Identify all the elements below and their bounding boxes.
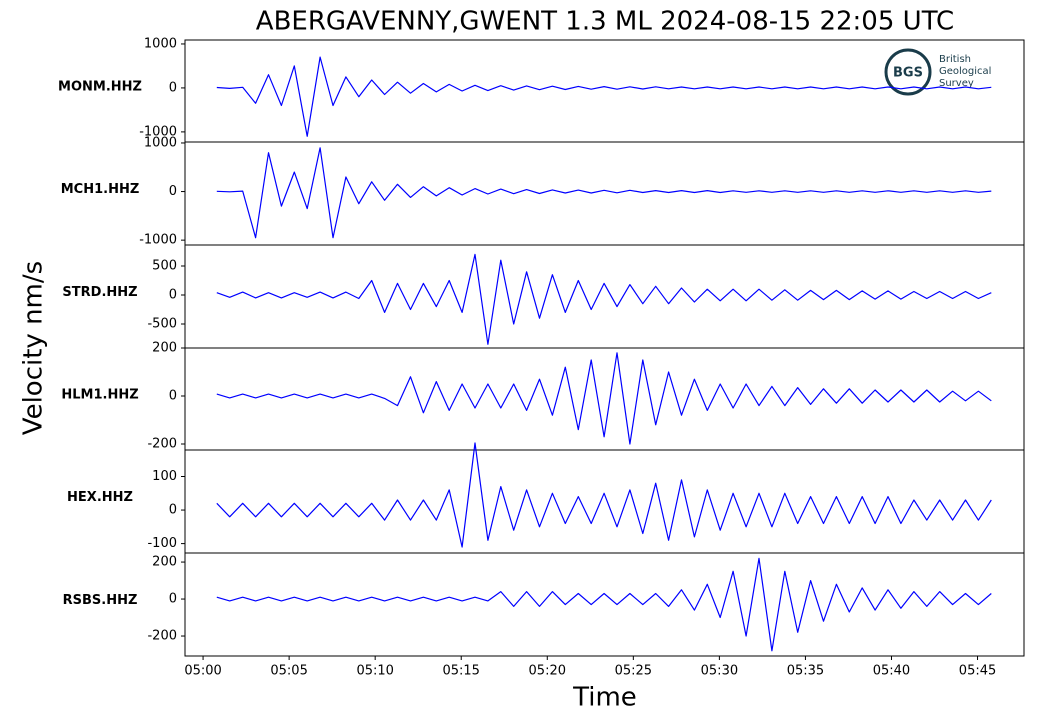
y-tick-label: 0 [169, 503, 177, 518]
y-tick-label: 1000 [144, 135, 177, 150]
y-tick-label: 1000 [144, 36, 177, 51]
y-tick-label: 0 [169, 287, 177, 302]
y-tick-label: 100 [152, 469, 177, 484]
y-tick-label: -1000 [139, 233, 177, 248]
y-tick-label: 0 [169, 80, 177, 95]
waveform [216, 442, 992, 548]
waveform [216, 557, 992, 652]
waveform [216, 147, 992, 239]
y-tick-label: -200 [147, 629, 177, 644]
y-tick-label: -1000 [139, 124, 177, 139]
x-tick-label: 05:05 [270, 664, 307, 679]
waveform [216, 352, 992, 445]
x-axis-label: Time [572, 683, 637, 713]
station-label: RSBS.HHZ [63, 593, 138, 608]
station-label: HLM1.HHZ [61, 388, 138, 403]
panel-frame [184, 552, 1025, 657]
station-label: STRD.HHZ [62, 285, 137, 300]
y-tick-label: 0 [169, 592, 177, 607]
y-tick-label: 0 [169, 389, 177, 404]
panel-frame [184, 244, 1025, 349]
x-tick-label: 05:00 [184, 664, 221, 679]
y-axis-label: Velocity nm/s [19, 261, 49, 435]
x-tick-label: 05:30 [701, 664, 738, 679]
x-tick-label: 05:15 [442, 664, 479, 679]
station-label: MCH1.HHZ [61, 182, 140, 197]
x-tick-label: 05:35 [787, 664, 824, 679]
chart-title: ABERGAVENNY,GWENT 1.3 ML 2024-08-15 22:0… [256, 7, 954, 37]
logo-text: British [939, 54, 971, 65]
logo-abbr: BGS [893, 66, 923, 81]
x-tick-label: 05:40 [873, 664, 910, 679]
y-tick-label: 200 [152, 555, 177, 570]
y-tick-label: 500 [152, 258, 177, 273]
waveform [216, 56, 992, 137]
x-tick-label: 05:10 [356, 664, 393, 679]
waveform [216, 253, 992, 345]
x-tick-label: 05:25 [615, 664, 652, 679]
logo-ring [884, 48, 932, 96]
logo-text: Survey [939, 78, 974, 89]
x-tick-label: 05:45 [959, 664, 996, 679]
x-tick-label: 05:20 [529, 664, 566, 679]
station-label: HEX.HHZ [67, 490, 133, 505]
y-tick-label: -100 [147, 536, 177, 551]
station-label: MONM.HHZ [58, 80, 142, 95]
y-tick-label: 0 [169, 184, 177, 199]
logo: BGS British Geological Survey [884, 48, 991, 96]
logo-text: Geological [939, 66, 991, 77]
panel-frame [184, 449, 1025, 554]
y-tick-label: -500 [147, 316, 177, 331]
y-tick-label: 200 [152, 341, 177, 356]
y-tick-label: -200 [147, 437, 177, 452]
